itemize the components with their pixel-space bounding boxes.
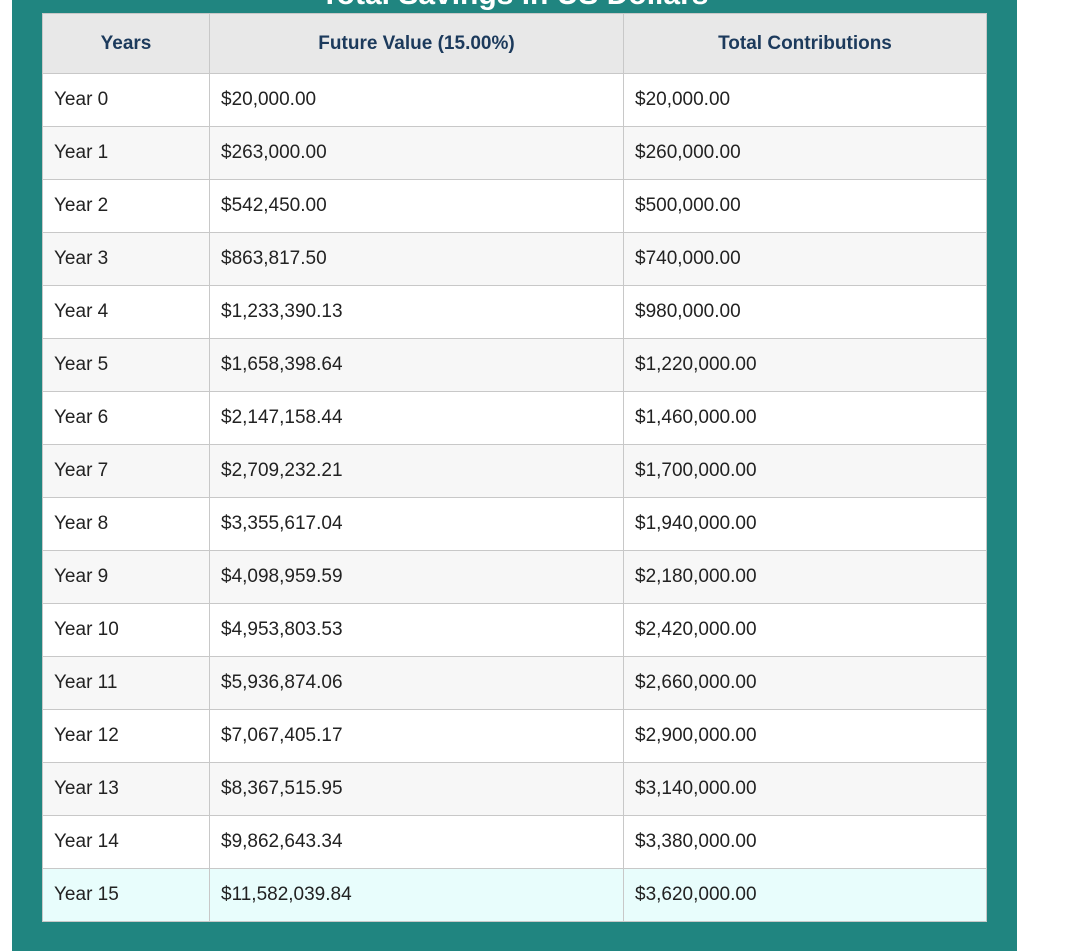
column-header: Years <box>42 13 210 74</box>
table-cell: $1,220,000.00 <box>623 338 987 392</box>
table-row: Year 13 $8,367,515.95 $3,140,000.00 <box>42 762 987 816</box>
table-cell: $20,000.00 <box>623 73 987 127</box>
panel: Total Savings in US Dollars YearsFuture … <box>12 0 1017 951</box>
table-cell: $1,233,390.13 <box>209 285 624 339</box>
table-row: Year 1 $263,000.00 $260,000.00 <box>42 126 987 180</box>
table-cell: $2,900,000.00 <box>623 709 987 763</box>
table-row: Year 3 $863,817.50 $740,000.00 <box>42 232 987 286</box>
table-row: Year 14 $9,862,643.34 $3,380,000.00 <box>42 815 987 869</box>
table-cell: Year 1 <box>42 126 210 180</box>
table-cell: $2,660,000.00 <box>623 656 987 710</box>
header-row: Years Future Value (15.00%) Total Contribu… <box>42 13 987 74</box>
table-row: Year 0 $20,000.00 $20,000.00 <box>42 73 987 127</box>
table-cell: Year 15 <box>42 868 210 922</box>
table-cell: $260,000.00 <box>623 126 987 180</box>
table-row: Year 9 $4,098,959.59 $2,180,000.00 <box>42 550 987 604</box>
table-cell: $8,367,515.95 <box>209 762 624 816</box>
table-row: Year 10 $4,953,803.53 $2,420,000.00 <box>42 603 987 657</box>
table-cell: $1,700,000.00 <box>623 444 987 498</box>
table-cell: $1,658,398.64 <box>209 338 624 392</box>
table-cell: $2,180,000.00 <box>623 550 987 604</box>
table-cell: $20,000.00 <box>209 73 624 127</box>
table-cell: $2,147,158.44 <box>209 391 624 445</box>
table-cell: $2,709,232.21 <box>209 444 624 498</box>
table-row: Year 6 $2,147,158.44 $1,460,000.00 <box>42 391 987 445</box>
table-cell: $11,582,039.84 <box>209 868 624 922</box>
table-row: Year 5 $1,658,398.64 $1,220,000.00 <box>42 338 987 392</box>
table-cell: Year 10 <box>42 603 210 657</box>
table-cell: Year 0 <box>42 73 210 127</box>
table-cell: $3,140,000.00 <box>623 762 987 816</box>
table-cell: $2,420,000.00 <box>623 603 987 657</box>
table-cell: $3,620,000.00 <box>623 868 987 922</box>
table-row: Year 12 $7,067,405.17 $2,900,000.00 <box>42 709 987 763</box>
table-cell: Year 13 <box>42 762 210 816</box>
table-cell: $4,953,803.53 <box>209 603 624 657</box>
table-cell: Year 5 <box>42 338 210 392</box>
table-cell: Year 3 <box>42 232 210 286</box>
table-cell: $3,380,000.00 <box>623 815 987 869</box>
table-cell: Year 2 <box>42 179 210 233</box>
table-cell: $1,940,000.00 <box>623 497 987 551</box>
table-row: Year 8 $3,355,617.04 $1,940,000.00 <box>42 497 987 551</box>
table-cell: Year 4 <box>42 285 210 339</box>
table-cell: $9,862,643.34 <box>209 815 624 869</box>
table-cell: Year 8 <box>42 497 210 551</box>
table-cell: Year 7 <box>42 444 210 498</box>
table-cell: $500,000.00 <box>623 179 987 233</box>
table-row: Year 11 $5,936,874.06 $2,660,000.00 <box>42 656 987 710</box>
table-row: Year 7 $2,709,232.21 $1,700,000.00 <box>42 444 987 498</box>
table-row: Year 15 $11,582,039.84 $3,620,000.00 <box>42 868 987 922</box>
table-cell: $263,000.00 <box>209 126 624 180</box>
table-cell: Year 11 <box>42 656 210 710</box>
table-cell: $1,460,000.00 <box>623 391 987 445</box>
table-cell: Year 6 <box>42 391 210 445</box>
column-header: Total Contributions <box>623 13 987 74</box>
table-cell: $5,936,874.06 <box>209 656 624 710</box>
table-cell: $542,450.00 <box>209 179 624 233</box>
table-cell: $7,067,405.17 <box>209 709 624 763</box>
table-cell: $980,000.00 <box>623 285 987 339</box>
table-cell: $3,355,617.04 <box>209 497 624 551</box>
table-cell: Year 12 <box>42 709 210 763</box>
savings-table: Years Future Value (15.00%) Total Contribu… <box>42 13 987 922</box>
table-title: Total Savings in US Dollars <box>12 0 1017 10</box>
table-cell: $4,098,959.59 <box>209 550 624 604</box>
table-cell: $863,817.50 <box>209 232 624 286</box>
table-row: Year 4 $1,233,390.13 $980,000.00 <box>42 285 987 339</box>
table-cell: Year 9 <box>42 550 210 604</box>
column-header: Future Value (15.00%) <box>209 13 624 74</box>
table-cell: $740,000.00 <box>623 232 987 286</box>
table-body: Year 0 $20,000.00 $20,000.00 Year 1 $263,000… <box>42 73 987 922</box>
table-row: Year 2 $542,450.00 $500,000.00 <box>42 179 987 233</box>
table-cell: Year 14 <box>42 815 210 869</box>
